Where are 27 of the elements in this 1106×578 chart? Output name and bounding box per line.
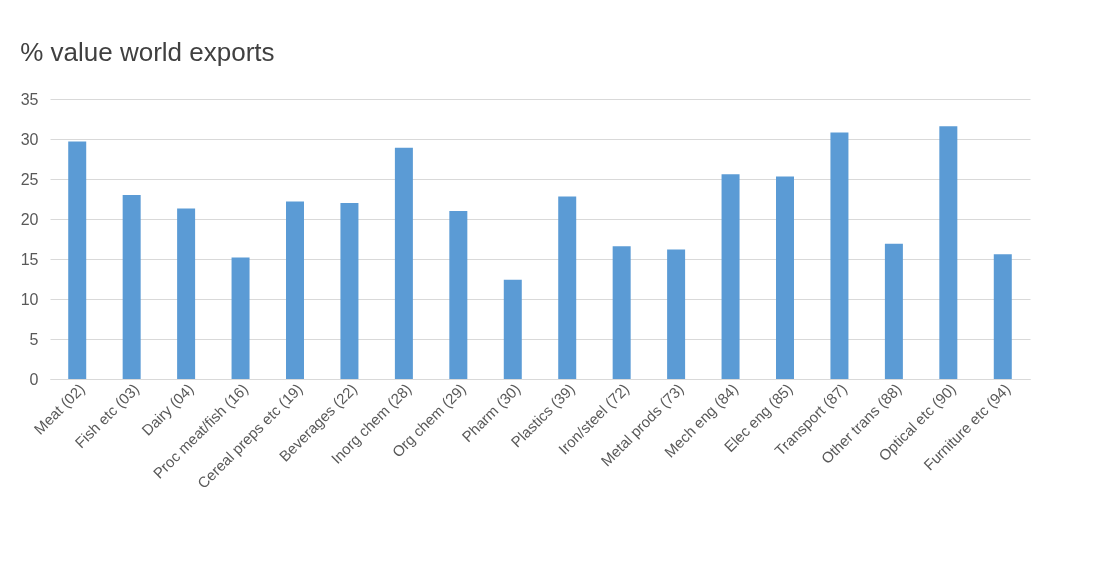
bar [830, 132, 849, 379]
bar [394, 147, 413, 379]
bar [122, 195, 141, 379]
bar [68, 141, 87, 379]
bar [721, 174, 740, 379]
bar [993, 254, 1012, 379]
bar [612, 246, 631, 379]
bar [231, 257, 250, 379]
chart-title: % value world exports [20, 37, 275, 67]
bar [884, 243, 903, 379]
y-tick-label: 35 [20, 90, 39, 108]
y-tick-label: 5 [29, 330, 39, 348]
y-tick-label: 15 [20, 250, 39, 268]
bar [776, 176, 794, 379]
y-tick-label: 25 [20, 170, 39, 188]
y-tick-label: 10 [20, 290, 39, 308]
y-tick-label: 20 [20, 210, 39, 228]
bar [503, 279, 522, 379]
bar [286, 201, 304, 379]
y-tick-label: 0 [29, 370, 39, 388]
bar [939, 126, 958, 379]
bar [667, 249, 686, 379]
bar [177, 208, 196, 379]
bar [449, 211, 468, 379]
bar [340, 203, 359, 379]
y-tick-label: 30 [20, 130, 39, 148]
bar [558, 196, 577, 379]
